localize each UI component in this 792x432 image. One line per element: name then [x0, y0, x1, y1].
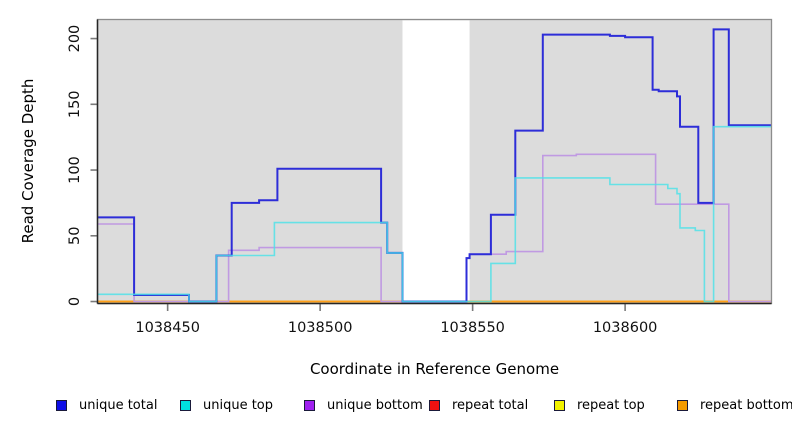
legend-swatch-repeat-total	[429, 399, 440, 411]
y-axis-label: Read Coverage Depth	[19, 78, 37, 244]
x-tick-label: 1038550	[440, 320, 505, 336]
legend-item-unique-bottom: unique bottom	[304, 397, 423, 413]
coverage-chart: 0 50 100 150 200 1038450 1038500 1038550 1038600	[67, 18, 773, 336]
legend-swatch-unique-top	[180, 399, 191, 411]
x-tick-label: 1038600	[593, 320, 658, 336]
series-unique-top	[97, 125, 772, 303]
y-tick-label: 0	[67, 297, 83, 306]
masked-region-band	[402, 20, 470, 304]
legend-swatch-repeat-top	[554, 399, 565, 411]
y-tick-label: 200	[67, 25, 83, 53]
legend-item-unique-top: unique top	[180, 397, 273, 413]
x-tick-label: 1038450	[135, 320, 200, 336]
y-tick-label: 150	[67, 90, 83, 118]
legend-label-unique-total: unique total	[79, 397, 158, 413]
legend-item-unique-total: unique total	[56, 397, 157, 413]
legend-label-unique-bottom: unique bottom	[327, 397, 423, 413]
legend: unique total unique top unique bottom re…	[0, 397, 792, 415]
x-axis-label: Coordinate in Reference Genome	[309, 360, 560, 378]
legend-label-repeat-top: repeat top	[577, 397, 645, 413]
y-tick-label: 50	[67, 227, 83, 245]
x-tick-label: 1038500	[288, 320, 353, 336]
legend-swatch-unique-bottom	[304, 399, 315, 411]
legend-swatch-repeat-bottom	[677, 399, 688, 411]
series-unique-total	[97, 28, 772, 303]
legend-label-repeat-total: repeat total	[452, 397, 529, 413]
legend-swatch-unique-total	[56, 399, 67, 411]
legend-item-repeat-bottom: repeat bottom	[677, 397, 792, 413]
legend-item-repeat-total: repeat total	[429, 397, 528, 413]
y-tick-label: 100	[67, 156, 83, 184]
legend-label-unique-top: unique top	[203, 397, 274, 413]
legend-item-repeat-top: repeat top	[554, 397, 645, 413]
legend-label-repeat-bottom: repeat bottom	[700, 397, 792, 413]
